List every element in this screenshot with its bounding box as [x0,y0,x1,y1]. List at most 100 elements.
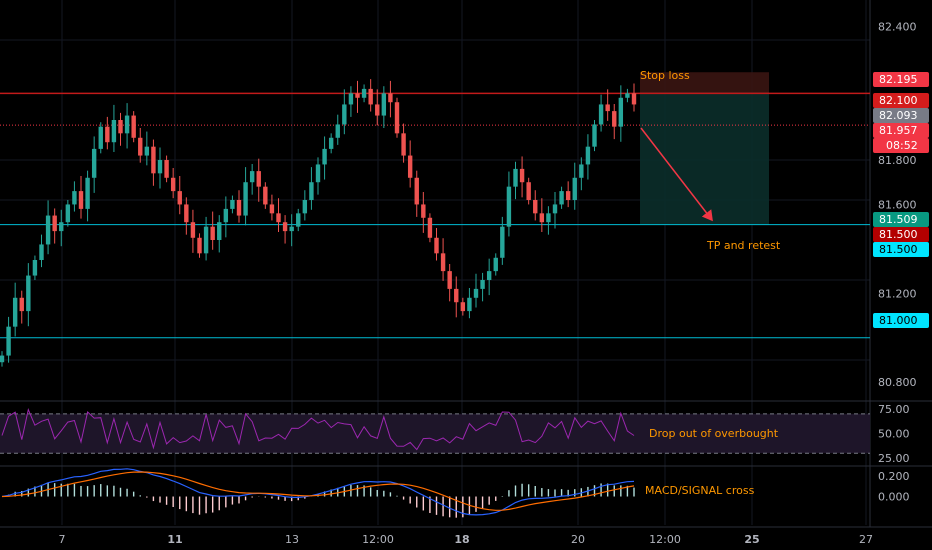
candle [368,88,373,105]
price-badge: 82.195 [873,72,929,87]
candle [381,93,387,116]
time-axis-tick: 11 [167,533,182,546]
candle [282,222,288,232]
candle [506,186,512,227]
macd-line [1,468,635,516]
candle [111,120,117,143]
price-axis-tick: 81.200 [878,287,917,300]
time-axis-tick: 12:00 [649,533,681,546]
candle [6,326,11,356]
price-badge: 82.100 [873,93,929,108]
price-axis-tick: 81.800 [878,154,917,167]
candle [105,126,110,143]
candle [407,155,413,178]
candle [427,217,433,238]
time-axis-tick: 13 [285,533,299,546]
candle [151,146,156,174]
candle [486,271,492,280]
time-axis-tick: 20 [571,533,585,546]
candle [184,204,189,223]
countdown-badge: 08:52 [873,138,929,153]
price-badge-text: 82.195 [879,73,918,86]
candle [579,164,584,178]
stop-loss-zone [640,72,769,94]
candle [157,160,163,174]
countdown-bg [873,138,929,153]
candle [335,124,340,138]
candle [289,226,294,232]
candle [533,200,538,214]
candle [473,288,479,298]
candle [302,200,308,214]
price-badge: 81.509 [873,212,929,227]
price-badge-text: 81.000 [879,314,918,327]
signal-line [1,471,635,511]
candle [414,177,419,205]
candle [565,191,571,200]
candle [572,177,577,200]
rsi-annotation: Drop out of overbought [649,427,779,440]
candle [388,93,393,103]
candle [256,171,261,187]
time-axis-tick: 27 [859,533,873,546]
price-badge-bg [873,242,929,257]
candle [631,93,637,105]
candle [210,226,215,240]
price-axis-tick: 82.400 [878,21,917,34]
candle [263,186,268,205]
candle [552,204,558,214]
candle [513,168,518,187]
rsi-line [1,408,635,451]
projection-arrow [640,127,713,222]
price-badge: 81.000 [873,313,929,328]
candle [605,104,610,112]
candle [480,280,485,289]
countdown-text: 08:52 [886,139,918,152]
candle [447,271,452,289]
candle [421,204,426,218]
price-badge-bg [873,72,929,87]
candle [190,222,196,238]
candle [612,111,617,127]
candle [26,275,31,312]
candle [131,115,136,138]
rsi-axis-tick: 75.00 [878,403,910,416]
rsi-axis-tick: 50.00 [878,428,910,441]
price-badge-text: 81.500 [879,228,918,241]
candle [315,164,321,183]
candle [276,213,281,223]
candle [230,200,235,209]
rsi-band [0,413,870,454]
candle [585,146,591,165]
candle [249,171,255,183]
candle [592,124,597,147]
candle [546,213,551,223]
time-axis-tick: 12:00 [362,533,394,546]
candle [348,93,354,105]
candle [72,191,77,205]
take-profit-zone [640,93,769,225]
macd-annotation: MACD/SIGNAL cross [645,484,755,497]
candle [625,93,630,98]
price-badge-bg [873,313,929,328]
candle [177,191,182,205]
candle [91,148,97,178]
macd-axis-tick: 0.000 [878,491,910,504]
candle [539,213,545,223]
candle [144,146,150,156]
candle [164,160,169,178]
candle [500,226,505,258]
candle [243,182,248,216]
candle [52,215,57,232]
price-badge-text: 81.500 [879,243,918,256]
candle [375,104,380,116]
macd-axis-tick: 0.200 [878,470,910,483]
candle [519,168,525,183]
candle [78,191,84,209]
candle [355,93,360,98]
price-badge-text: 81.509 [879,213,918,226]
price-badge-text: 82.100 [879,94,918,107]
price-badge: 82.093 [873,108,929,123]
